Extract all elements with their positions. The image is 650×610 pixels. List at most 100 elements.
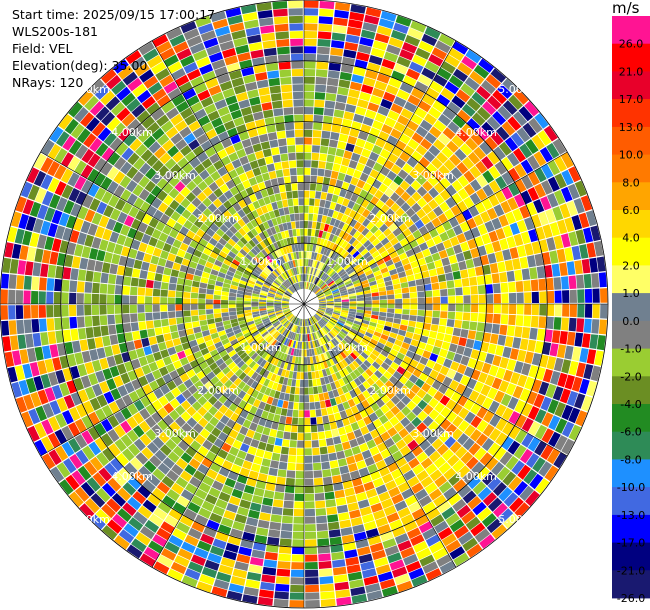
velocity-gate <box>436 355 446 365</box>
velocity-gate <box>526 202 538 216</box>
velocity-gate <box>288 15 303 24</box>
velocity-gate <box>356 309 364 314</box>
velocity-gate <box>300 364 304 372</box>
velocity-gate <box>329 330 336 338</box>
velocity-gate <box>547 193 559 208</box>
velocity-gate <box>328 242 335 250</box>
velocity-gate <box>561 438 575 455</box>
velocity-gate <box>317 262 323 270</box>
velocity-gate <box>316 61 329 70</box>
velocity-gate <box>53 305 62 318</box>
velocity-gate <box>301 251 304 259</box>
velocity-gate <box>408 457 420 469</box>
velocity-gate <box>336 450 346 460</box>
velocity-gate <box>183 298 191 304</box>
velocity-gate <box>576 274 585 289</box>
velocity-gate <box>349 128 360 138</box>
velocity-gate <box>275 123 285 132</box>
velocity-gate <box>114 304 122 314</box>
velocity-gate <box>428 145 441 157</box>
velocity-gate <box>286 137 295 146</box>
velocity-gate <box>539 291 547 303</box>
velocity-gate <box>376 342 385 349</box>
velocity-gate <box>456 233 467 244</box>
velocity-gate <box>455 213 466 224</box>
velocity-gate <box>495 432 508 446</box>
velocity-gate <box>416 451 428 463</box>
velocity-gate <box>453 353 463 364</box>
velocity-gate <box>311 371 316 379</box>
velocity-gate <box>274 437 283 446</box>
velocity-gate <box>509 304 517 315</box>
velocity-gate <box>24 261 34 276</box>
velocity-gate <box>402 75 417 87</box>
velocity-gate <box>437 133 451 146</box>
velocity-gate <box>337 283 345 289</box>
velocity-gate <box>417 291 425 298</box>
velocity-gate <box>323 289 331 294</box>
velocity-gate <box>482 184 494 197</box>
velocity-gate <box>536 266 546 279</box>
velocity-gate <box>207 318 215 325</box>
velocity-gate <box>276 130 286 139</box>
velocity-gate <box>318 307 326 310</box>
velocity-gate <box>353 369 361 378</box>
velocity-gate <box>421 67 436 80</box>
velocity-gate <box>23 290 31 304</box>
velocity-gate <box>508 94 523 110</box>
velocity-gate <box>318 307 326 311</box>
velocity-gate <box>378 18 395 29</box>
velocity-gate <box>428 199 439 210</box>
velocity-gate <box>325 294 333 298</box>
velocity-gate <box>424 343 434 353</box>
velocity-gate <box>362 165 373 176</box>
velocity-gate <box>122 295 130 304</box>
velocity-gate <box>122 313 131 323</box>
velocity-gate <box>346 167 355 177</box>
velocity-gate <box>578 212 590 229</box>
velocity-gate <box>370 338 378 346</box>
velocity-gate <box>458 420 470 433</box>
velocity-gate <box>365 368 374 377</box>
velocity-gate <box>293 524 304 532</box>
velocity-gate <box>488 165 501 179</box>
velocity-gate <box>477 372 488 384</box>
velocity-gate <box>568 166 581 183</box>
velocity-gate <box>69 292 77 304</box>
velocity-gate <box>304 274 306 282</box>
velocity-gate <box>366 202 375 212</box>
velocity-gate <box>396 56 411 68</box>
velocity-gate <box>76 304 84 316</box>
velocity-gate <box>514 399 526 414</box>
velocity-gate <box>92 282 100 294</box>
velocity-gate <box>296 228 301 236</box>
velocity-gate <box>335 2 351 12</box>
velocity-gate <box>355 196 365 205</box>
velocity-gate <box>41 249 51 264</box>
velocity-gate <box>574 260 583 275</box>
velocity-gate <box>304 8 319 16</box>
velocity-gate <box>379 66 393 77</box>
velocity-gate <box>363 359 372 368</box>
velocity-gate <box>289 213 295 222</box>
velocity-gate <box>376 258 385 266</box>
velocity-gate <box>560 152 574 169</box>
velocity-gate <box>521 417 534 432</box>
velocity-gate <box>450 205 462 216</box>
velocity-gate <box>566 200 578 216</box>
velocity-gate <box>491 273 500 284</box>
velocity-gate <box>107 284 115 295</box>
velocity-gate <box>331 288 339 293</box>
velocity-gate <box>564 345 574 360</box>
velocity-gate <box>228 296 236 301</box>
velocity-gate <box>332 327 339 334</box>
velocity-gate <box>323 314 331 319</box>
velocity-gate <box>553 189 566 205</box>
velocity-gate <box>304 236 308 244</box>
velocity-gate <box>317 270 323 278</box>
velocity-gate <box>347 344 355 352</box>
velocity-gate <box>349 219 358 228</box>
velocity-gate <box>251 495 263 505</box>
velocity-gate <box>387 336 396 344</box>
velocity-gate <box>344 357 352 365</box>
